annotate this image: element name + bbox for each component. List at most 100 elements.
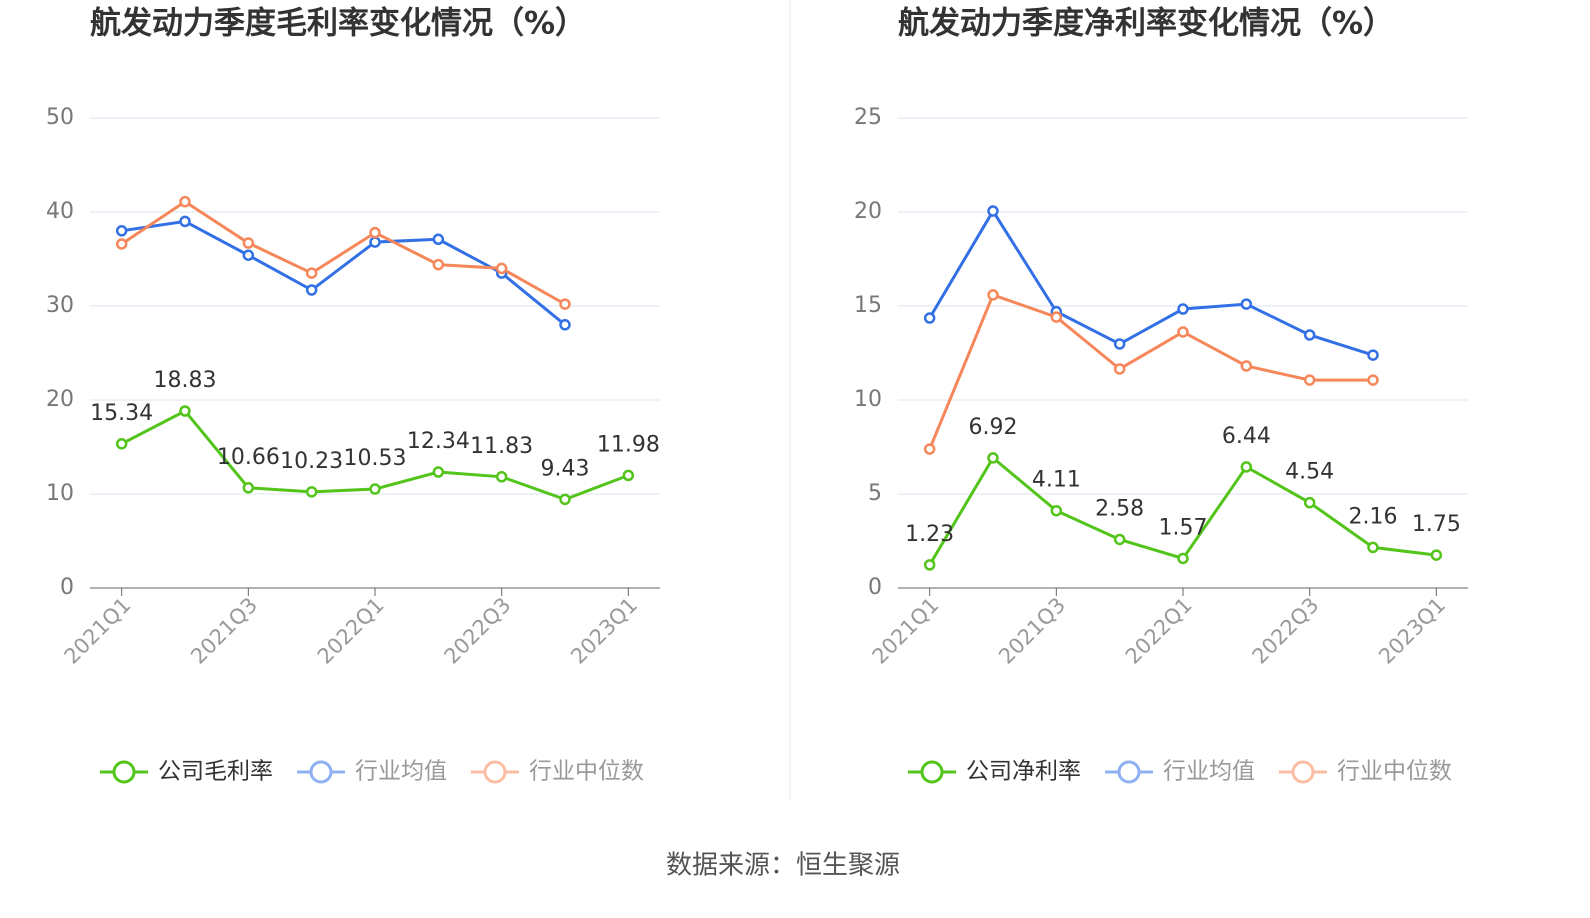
point [1177, 303, 1189, 315]
point [432, 258, 445, 271]
x-tick-label: 2022Q3 [440, 593, 516, 669]
point [1367, 374, 1379, 386]
y-tick-label: 10 [854, 387, 882, 412]
y-tick-label: 40 [46, 199, 74, 224]
point [1240, 298, 1253, 310]
x-tick-label: 2023Q1 [1374, 593, 1450, 669]
x-tick-label: 2023Q1 [566, 593, 642, 669]
data-label: 4.11 [1032, 468, 1081, 493]
data-label: 9.43 [541, 456, 590, 481]
y-tick-label: 5 [868, 481, 882, 506]
point [1240, 360, 1253, 372]
point [987, 452, 999, 464]
data-label: 11.83 [470, 434, 533, 459]
legend-marker[interactable] [309, 760, 333, 784]
legend-marker[interactable] [483, 760, 507, 784]
chart-title: 航发动力季度净利率变化情况（%） [898, 6, 1394, 42]
point [1367, 349, 1379, 361]
chart-title: 航发动力季度毛利率变化情况（%） [90, 6, 586, 42]
point [1113, 533, 1126, 546]
legend-marker[interactable] [1117, 760, 1141, 784]
point [495, 471, 508, 483]
x-tick-label: 2022Q3 [1248, 593, 1324, 669]
legend-marker[interactable] [920, 760, 944, 784]
x-tick-label: 2021Q3 [186, 593, 262, 669]
legend-label[interactable]: 行业中位数 [1337, 759, 1452, 785]
point [622, 469, 635, 482]
point [923, 443, 936, 455]
point [242, 237, 255, 249]
point [369, 226, 381, 239]
point [1303, 374, 1316, 386]
point [1303, 329, 1316, 341]
point [115, 438, 128, 450]
series-line [928, 293, 1373, 450]
point [1177, 326, 1189, 338]
point [179, 195, 191, 208]
x-tick-label: 2021Q3 [994, 593, 1070, 669]
point [1177, 552, 1189, 565]
y-tick-label: 30 [46, 293, 74, 318]
data-label: 2.16 [1349, 504, 1398, 529]
y-tick-label: 0 [868, 575, 882, 600]
y-tick-label: 15 [854, 293, 882, 318]
legend-label[interactable]: 行业中位数 [529, 759, 644, 785]
point [987, 205, 999, 217]
data-label: 15.34 [90, 401, 153, 426]
point [495, 262, 508, 275]
data-label: 6.92 [969, 415, 1018, 440]
point [115, 225, 128, 237]
data-label: 10.23 [280, 449, 343, 474]
point [179, 405, 191, 417]
data-label: 6.44 [1222, 424, 1271, 449]
y-tick-label: 25 [854, 105, 882, 130]
point [1113, 338, 1126, 350]
legend-label[interactable]: 行业均值 [1163, 759, 1255, 785]
data-label: 11.98 [597, 432, 660, 457]
data-label: 10.53 [344, 446, 407, 471]
point [559, 319, 571, 331]
x-tick-label: 2022Q1 [1121, 593, 1197, 669]
point [559, 493, 571, 506]
series-line [120, 199, 566, 306]
point [305, 486, 318, 498]
point [987, 289, 999, 301]
data-label: 18.83 [154, 368, 217, 393]
legend-label[interactable]: 公司净利率 [966, 759, 1081, 785]
data-label: 1.75 [1412, 512, 1461, 537]
point [179, 215, 191, 228]
data-label: 4.54 [1285, 460, 1334, 485]
point [369, 483, 381, 495]
point [432, 466, 445, 478]
data-label: 1.23 [905, 522, 954, 547]
legend-label[interactable]: 公司毛利率 [158, 759, 273, 785]
data-label: 12.34 [407, 429, 470, 454]
y-tick-label: 50 [46, 105, 74, 130]
point [115, 238, 128, 250]
y-tick-label: 0 [60, 575, 74, 600]
y-tick-label: 20 [46, 387, 74, 412]
point [305, 267, 318, 279]
point [242, 249, 255, 261]
legend-marker[interactable] [1291, 760, 1315, 784]
x-tick-label: 2022Q1 [313, 593, 389, 669]
series-line [928, 208, 1374, 357]
legend-marker[interactable] [112, 760, 136, 784]
point [242, 482, 255, 494]
point [369, 236, 381, 248]
legend-label[interactable]: 行业均值 [355, 759, 447, 785]
source: 数据来源：恒生聚源 [666, 851, 900, 881]
point [923, 559, 936, 571]
point [1050, 311, 1063, 323]
point [1367, 541, 1379, 554]
y-tick-label: 10 [46, 481, 74, 506]
data-label: 1.57 [1159, 515, 1208, 540]
point [432, 233, 445, 246]
data-label: 2.58 [1095, 496, 1144, 521]
point [1240, 461, 1253, 473]
point [559, 298, 571, 310]
point [305, 284, 318, 296]
point [1113, 363, 1126, 375]
x-tick-label: 2021Q1 [868, 593, 944, 669]
